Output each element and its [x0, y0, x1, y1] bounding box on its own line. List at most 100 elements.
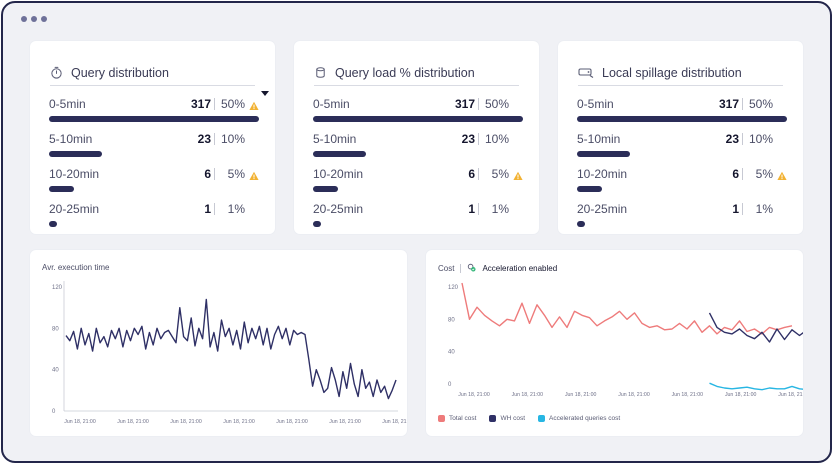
- query-count: 6: [732, 167, 739, 181]
- divider: [742, 98, 743, 110]
- distribution-bar: [313, 151, 366, 157]
- chart-title: Cost Acceleration enabled: [438, 263, 557, 274]
- dot-icon: [31, 16, 37, 22]
- percentage: 5%: [227, 167, 245, 181]
- range-label: 5-10min: [49, 132, 93, 146]
- database-icon: [314, 66, 327, 79]
- distribution-row[interactable]: 20-25min 1 1%: [577, 202, 787, 236]
- distribution-marker-icon: [261, 91, 269, 96]
- range-label: 0-5min: [49, 97, 86, 111]
- x-tick-label: Jun 18, 21:00: [117, 419, 149, 425]
- legend-swatch: [438, 415, 445, 422]
- series-line: [708, 312, 803, 343]
- query-count: 317: [718, 97, 739, 111]
- legend-item-accelerated-cost[interactable]: Accelerated queries cost: [538, 415, 620, 422]
- distribution-row[interactable]: 5-10min 23 10%: [313, 132, 523, 166]
- distribution-bar: [313, 116, 523, 122]
- distribution-row[interactable]: 10-20min 6 5%: [49, 167, 259, 201]
- legend-item-total-cost[interactable]: Total cost: [438, 415, 476, 422]
- range-label: 20-25min: [577, 202, 628, 216]
- query-count: 23: [197, 132, 211, 146]
- y-tick-label: 0: [448, 382, 452, 388]
- range-label: 5-10min: [313, 132, 357, 146]
- card-title: Query distribution: [71, 65, 169, 80]
- series-line: [709, 382, 803, 391]
- divider: [214, 98, 215, 110]
- x-tick-label: Jun 18, 21:00: [565, 392, 597, 398]
- drive-icon: [578, 66, 594, 79]
- execution-time-chart-card: Avr. execution time 0 40 80 120 Jun 18, 21:0…: [30, 250, 407, 436]
- distribution-bar: [49, 151, 102, 157]
- x-tick-label: Jun 18, 21:00: [725, 392, 757, 398]
- query-count: 23: [461, 132, 475, 146]
- y-tick-label: 80: [448, 317, 455, 323]
- stopwatch-icon: [50, 66, 63, 79]
- query-count: 6: [204, 167, 211, 181]
- distribution-bar: [49, 221, 57, 227]
- x-tick-label: Jun 18, 21:00: [276, 419, 308, 425]
- distribution-row[interactable]: 10-20min 6 5%: [577, 167, 787, 201]
- x-tick-label: Jun 18, 21:00: [64, 419, 96, 425]
- y-tick-label: 40: [448, 350, 455, 356]
- query-count: 1: [732, 202, 739, 216]
- legend-label: WH cost: [500, 415, 526, 422]
- x-tick-label: Jun 18, 21:00: [618, 392, 650, 398]
- distribution-row[interactable]: 0-5min 317 50%: [577, 97, 787, 131]
- distribution-bar: [577, 186, 602, 192]
- percentage: 10%: [220, 132, 245, 146]
- distribution-bar: [313, 186, 338, 192]
- x-tick-label: Jun 18, 21:00: [223, 419, 255, 425]
- distribution-bar: [577, 116, 787, 122]
- distribution-row[interactable]: 5-10min 23 10%: [49, 132, 259, 166]
- query-count: 1: [468, 202, 475, 216]
- query-count: 317: [190, 97, 211, 111]
- range-label: 20-25min: [49, 202, 100, 216]
- x-tick-label: Jun 18, 21:00: [329, 419, 361, 425]
- legend-item-wh-cost[interactable]: WH cost: [489, 415, 525, 422]
- y-tick-label: 120: [448, 285, 459, 291]
- range-label: 0-5min: [313, 97, 350, 111]
- distribution-bar: [577, 151, 630, 157]
- legend-swatch: [538, 415, 546, 422]
- distribution-bar: [577, 221, 585, 227]
- divider: [214, 168, 215, 180]
- percentage: 1%: [227, 202, 245, 216]
- x-tick-label: Jun 18, 21:00: [512, 392, 544, 398]
- series-line: [65, 298, 397, 400]
- x-tick-label: Jun 18, 21:00: [170, 419, 202, 425]
- distribution-row[interactable]: 0-5min 317 50%: [313, 97, 523, 131]
- divider: [214, 203, 215, 215]
- y-tick-label: 120: [52, 285, 63, 291]
- distribution-row[interactable]: 20-25min 1 1%: [313, 202, 523, 236]
- y-tick-label: 40: [52, 368, 59, 374]
- warning-icon: [249, 168, 259, 180]
- distribution-bar: [313, 221, 321, 227]
- range-label: 10-20min: [49, 167, 100, 181]
- card-title: Query load % distribution: [335, 65, 475, 80]
- y-tick-label: 0: [52, 409, 56, 415]
- divider: [478, 168, 479, 180]
- query-load-distribution-card: Query load % distribution 0-5min 317 50% 5-…: [294, 41, 539, 234]
- cost-chart[interactable]: 0 40 80 120 Jun 18, 21:00 Jun 18, 21:00 Jun 18…: [426, 250, 803, 436]
- warning-icon: [249, 98, 259, 110]
- card-header: Query distribution: [50, 60, 255, 86]
- percentage: 5%: [755, 167, 773, 181]
- distribution-row[interactable]: 0-5min 317 50%: [49, 97, 259, 131]
- divider: [742, 203, 743, 215]
- acceleration-icon: [467, 263, 477, 274]
- divider: [742, 168, 743, 180]
- card-title: Local spillage distribution: [602, 65, 742, 80]
- distribution-row[interactable]: 20-25min 1 1%: [49, 202, 259, 236]
- distribution-row[interactable]: 5-10min 23 10%: [577, 132, 787, 166]
- range-label: 5-10min: [577, 132, 621, 146]
- range-label: 10-20min: [577, 167, 628, 181]
- distribution-row[interactable]: 10-20min 6 5%: [313, 167, 523, 201]
- window-menu-dots[interactable]: [21, 16, 47, 22]
- divider: [478, 203, 479, 215]
- divider: [478, 98, 479, 110]
- range-label: 0-5min: [577, 97, 614, 111]
- divider: [742, 133, 743, 145]
- card-header: Query load % distribution: [314, 60, 519, 86]
- percentage: 50%: [220, 97, 245, 111]
- execution-time-chart[interactable]: 0 40 80 120 Jun 18, 21:00 Jun 18, 21:00 Jun 18…: [30, 250, 407, 436]
